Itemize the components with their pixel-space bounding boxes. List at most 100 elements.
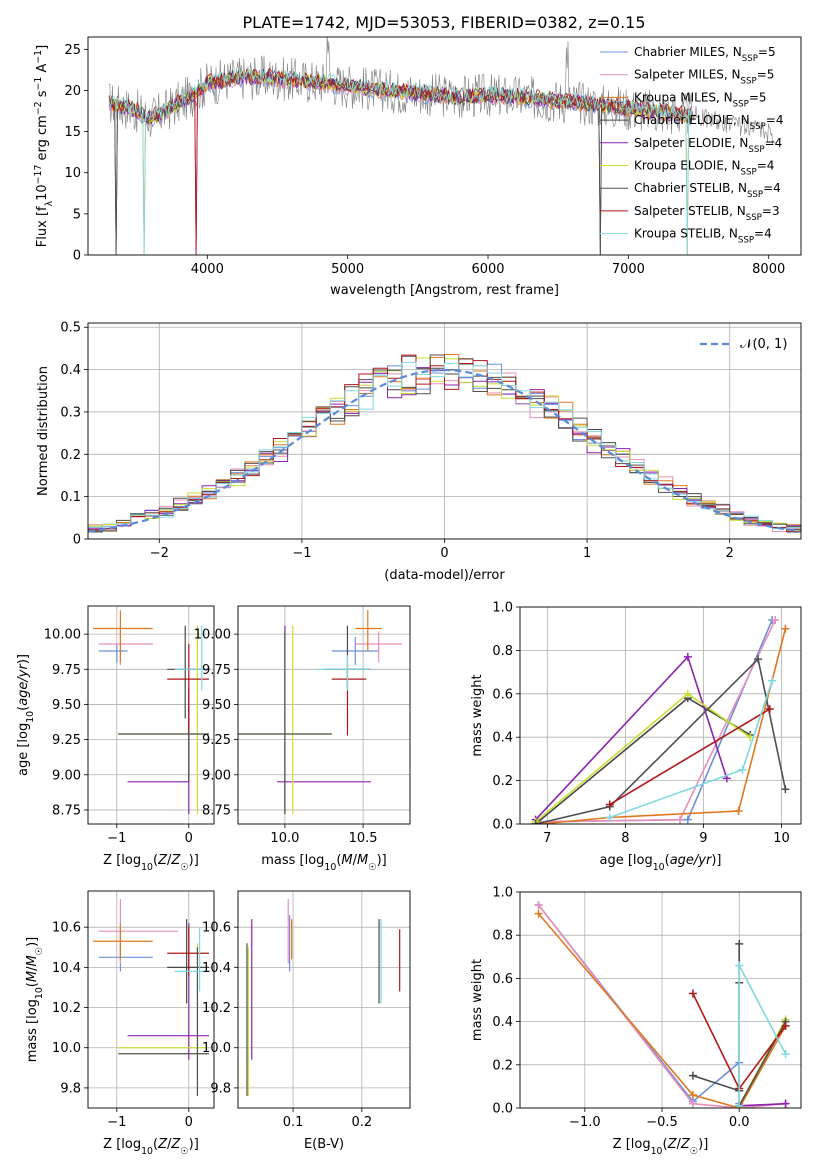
weight-vs-Z-frame [519, 891, 802, 1109]
y-tick-label: 1.0 [492, 886, 513, 901]
model-spectrum-line [108, 67, 692, 255]
y-tick-label: 10 [64, 166, 81, 181]
error-point [331, 669, 367, 736]
weight-marker [768, 676, 777, 685]
weight-marker [735, 1101, 744, 1108]
age-vs-Z-frame [87, 605, 215, 825]
y-tick-label: 0.3 [60, 405, 81, 420]
weight-marker [765, 704, 774, 713]
x-tick-label: −2 [150, 546, 169, 561]
weight-marker [683, 815, 692, 824]
age-vs-mass-frame [237, 605, 411, 825]
x-tick-label: 0.0 [729, 1115, 750, 1130]
y-tick-label: 8.75 [52, 803, 81, 818]
y-tick-label: 0 [73, 533, 81, 548]
spectrum-axes: 4000 5000 6000 7000 8000 0 5 10 15 20 25 [64, 43, 785, 277]
weight-marker [688, 989, 697, 998]
weight-line [739, 1102, 786, 1107]
y-tick-label: 25 [64, 43, 81, 58]
mass-axis-label: mass [log10(M/M☉)] [25, 937, 45, 1063]
x-tick-label: −1 [292, 546, 311, 561]
weight-marker [738, 765, 747, 774]
x-tick-label: 7 [543, 831, 551, 846]
y-tick-label: 0 [73, 249, 81, 264]
weight-marker [605, 800, 614, 809]
weight-series [688, 939, 744, 1095]
error-point [331, 636, 379, 666]
residual-histogram [88, 354, 801, 533]
y-tick-label: 10.4 [202, 961, 231, 976]
ebv-axis-label: E(B-V) [304, 1137, 344, 1152]
weight-line [535, 692, 751, 823]
weight-marker [781, 1021, 790, 1030]
y-tick-label: 9.8 [210, 1081, 231, 1096]
error-point [118, 943, 209, 1096]
weight-marker [735, 939, 744, 948]
y-tick-label: 9.25 [52, 733, 81, 748]
x-tick-label: 0 [440, 546, 448, 561]
error-point [98, 643, 128, 663]
weight-vs-age-frame [519, 606, 802, 825]
mass-vs-ebv-frame [237, 890, 411, 1109]
weight-line [539, 628, 787, 824]
residuals-frame [87, 322, 802, 540]
legend-entry: Kroupa MILES, NSSP=5 [634, 90, 767, 109]
weight-marker [534, 909, 543, 918]
mass-axis-label: mass [log10(M/M☉)] [261, 853, 387, 873]
y-tick-label: 0.8 [492, 644, 513, 659]
clip-res-plot [88, 354, 801, 533]
residuals-ylabel: Normed distribution [36, 366, 51, 496]
weight-marker [605, 813, 614, 822]
legend-entry: Kroupa ELODIE, NSSP=4 [634, 159, 774, 178]
weight-marker [781, 1099, 790, 1108]
clip-mZ-plot [93, 899, 211, 1096]
legend-entry: Salpeter ELODIE, NSSP=4 [634, 136, 782, 155]
y-tick-label: 0.2 [492, 774, 513, 789]
y-tick-label: 8.75 [202, 803, 231, 818]
x-tick-label: 10.0 [270, 831, 299, 846]
y-tick-label: 10.0 [52, 1041, 81, 1056]
error-point [355, 631, 403, 663]
y-tick-label: 10.6 [202, 921, 231, 936]
spectrum-legend: Chabrier MILES, NSSP=5 Salpeter MILES, NS… [600, 45, 783, 246]
weight-line [535, 657, 787, 824]
y-tick-label: 10.2 [52, 1001, 81, 1016]
x-tick-label: 0.2 [351, 1115, 372, 1130]
error-point [167, 919, 209, 1004]
x-tick-label: 0 [185, 1115, 193, 1130]
y-tick-label: 10.4 [52, 961, 81, 976]
weight-marker [683, 689, 692, 698]
y-tick-label: 0.5 [60, 321, 81, 336]
y-tick-label: 15 [64, 125, 81, 140]
y-tick-label: 0.4 [492, 1015, 513, 1030]
y-tick-label: 0.1 [60, 490, 81, 505]
error-point [355, 610, 382, 652]
legend-entry: Salpeter STELIB, NSSP=3 [634, 204, 780, 223]
y-tick-label: 9.00 [202, 768, 231, 783]
weight-marker [688, 1099, 697, 1108]
weight-marker [781, 624, 790, 633]
model-spectrum-line [108, 68, 692, 255]
x-tick-label: 0 [185, 831, 193, 846]
y-tick-label: 0.6 [492, 972, 513, 987]
y-tick-label: 9.25 [202, 733, 231, 748]
weight-series [531, 652, 731, 824]
y-tick-label: 20 [64, 84, 81, 99]
spectrum-xlabel: wavelength [Angstrom, rest frame] [330, 283, 559, 298]
y-tick-label: 9.50 [202, 698, 231, 713]
error-point [277, 625, 371, 815]
x-tick-label: 10.5 [349, 831, 378, 846]
y-tick-label: 0.2 [60, 448, 81, 463]
clip-wZ-plot [534, 900, 790, 1108]
error-point [98, 927, 153, 972]
clip-wA-plot [531, 616, 790, 824]
y-tick-label: 9.75 [202, 663, 231, 678]
x-tick-label: 5000 [331, 262, 364, 277]
residuals-xlabel: (data-model)/error [384, 568, 505, 583]
error-point [127, 697, 190, 815]
y-tick-label: 10.6 [52, 921, 81, 936]
weight-marker [734, 806, 743, 815]
y-tick-label: 0.8 [492, 929, 513, 944]
clip-spec-plot [108, 37, 776, 255]
y-tick-label: 0.0 [492, 1102, 513, 1117]
